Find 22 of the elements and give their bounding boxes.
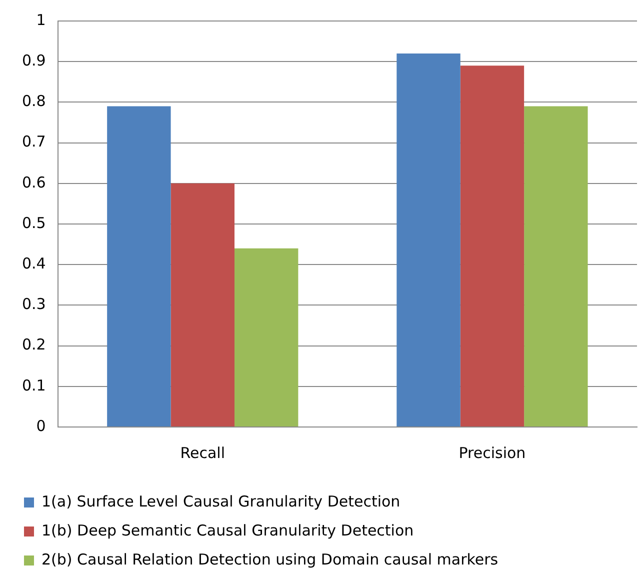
bar [234, 248, 298, 426]
y-tick-label: 0.8 [22, 92, 46, 110]
bar [396, 53, 460, 426]
y-tick-label: 0.3 [22, 295, 46, 314]
y-tick-label: 0.4 [22, 254, 46, 272]
bar [460, 66, 524, 426]
x-tick-label: Recall [180, 444, 226, 462]
bar [107, 106, 171, 426]
y-tick-label: 0 [36, 416, 46, 435]
y-tick-label: 0.6 [22, 173, 46, 192]
y-tick-label: 0.9 [22, 51, 46, 70]
bar [524, 106, 588, 426]
legend-label: 1(b) Deep Semantic Causal Granularity Detection [42, 521, 414, 540]
y-tick-label: 1 [36, 10, 46, 29]
legend-label: 1(a) Surface Level Causal Granularity Detection [42, 492, 400, 510]
legend-label: 2(b) Causal Relation Detection using Domain causal markers [42, 550, 498, 568]
y-tick-label: 0.2 [22, 336, 46, 354]
y-tick-label: 0.5 [22, 214, 46, 232]
y-tick-label: 0.1 [22, 376, 46, 394]
x-tick-label: Precision [458, 444, 526, 462]
bar [170, 183, 234, 426]
y-tick-label: 0.7 [22, 132, 46, 151]
